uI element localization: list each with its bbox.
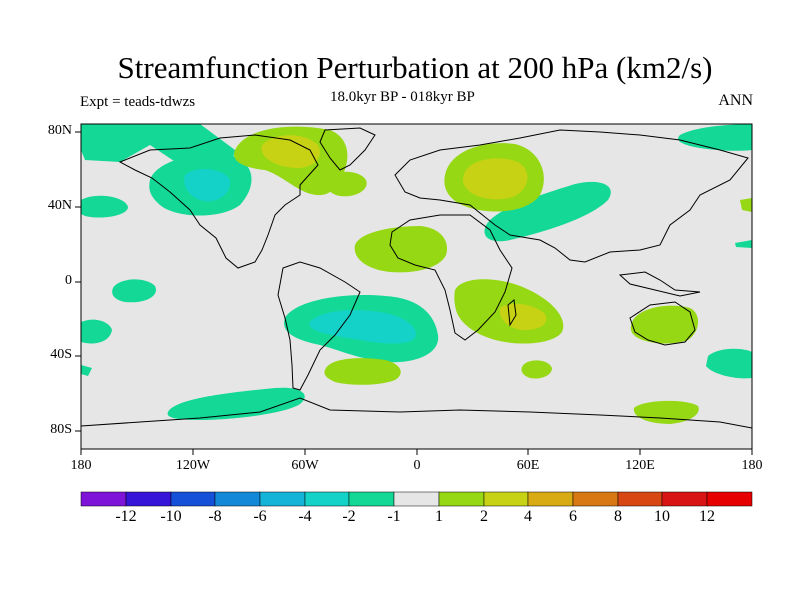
colorbar-label: -10 [160, 508, 182, 525]
colorbar-box [572, 491, 619, 507]
colorbar-label: -1 [387, 508, 401, 525]
experiment-label: Expt = teads-tdwzs [80, 94, 196, 110]
colorbar-label: -2 [342, 508, 356, 525]
lon-tick-label: 180 [741, 458, 763, 473]
colorbar-box [393, 491, 440, 507]
colorbar-label: -4 [298, 508, 312, 525]
contour-fields [81, 124, 752, 429]
axis-ticks [75, 131, 753, 455]
coastline-indonesia [618, 271, 701, 297]
colorbar-box [125, 491, 172, 507]
coastline-greenland [319, 127, 376, 171]
contour-region [354, 226, 447, 273]
colorbar-box [617, 491, 663, 507]
colorbar [80, 491, 753, 507]
lat-tick-label: 80S [50, 422, 72, 437]
colorbar-label: 10 [654, 508, 670, 525]
colorbar-label: 12 [699, 508, 715, 525]
colorbar-label: 2 [480, 508, 488, 525]
contour-region [81, 195, 128, 218]
colorbar-label: -6 [253, 508, 267, 525]
colorbar-box [527, 491, 574, 507]
colorbar-box [170, 491, 216, 507]
colorbar-label: 1 [435, 508, 443, 525]
colorbar-box [706, 491, 753, 507]
contour-region [521, 360, 552, 379]
contour-region [184, 168, 231, 202]
coastline-madagascar [507, 299, 517, 327]
contour-region [706, 348, 752, 379]
colorbar-label: 8 [614, 508, 622, 525]
contour-region [81, 319, 112, 344]
contour-region [261, 135, 320, 168]
lon-tick-label: 120W [175, 458, 211, 473]
lon-tick-label: 0 [413, 458, 421, 473]
coastline-south-america [277, 261, 361, 391]
map-subtitle: 18.0kyr BP - 018kyr BP [330, 89, 475, 105]
contour-region [81, 365, 92, 376]
colorbar-label: 4 [524, 508, 532, 525]
lat-tick-label: 80N [47, 123, 72, 138]
coastline-australia [629, 301, 696, 346]
lat-tick-label: 0 [65, 273, 72, 288]
contour-region [484, 181, 611, 242]
colorbar-box [80, 491, 127, 507]
contour-region [630, 305, 699, 344]
colorbar-box [214, 491, 261, 507]
contour-region [324, 358, 401, 385]
contour-region [309, 310, 416, 344]
lon-tick-label: 120E [625, 458, 655, 473]
coastline-eurasia [394, 129, 749, 263]
lat-tick-label: 40N [47, 198, 72, 213]
contour-region [735, 240, 752, 248]
colorbar-box [348, 491, 395, 507]
period-label: ANN [718, 92, 753, 109]
coastline-antarctica [81, 397, 752, 429]
lon-tick-label: 180 [70, 458, 92, 473]
map-title: Streamfunction Perturbation at 200 hPa (… [117, 50, 713, 85]
colorbar-box [259, 491, 306, 507]
contour-region [167, 387, 305, 420]
colorbar-box [438, 491, 485, 507]
coastline-north-america [118, 134, 319, 269]
contour-region [326, 171, 367, 197]
contour-region [112, 279, 156, 303]
coastlines [81, 127, 752, 429]
contour-region [740, 198, 752, 212]
colorbar-label: 6 [569, 508, 577, 525]
coastline-africa [389, 214, 513, 341]
colorbar-box [483, 491, 529, 507]
lon-tick-label: 60W [291, 458, 319, 473]
colorbar-box [304, 491, 350, 507]
colorbar-label: -8 [208, 508, 222, 525]
lat-tick-label: 40S [50, 347, 72, 362]
colorbar-box [661, 491, 708, 507]
lon-tick-label: 60E [516, 458, 540, 473]
contour-region [463, 158, 528, 200]
colorbar-label: -12 [115, 508, 137, 525]
contour-region [633, 400, 699, 424]
